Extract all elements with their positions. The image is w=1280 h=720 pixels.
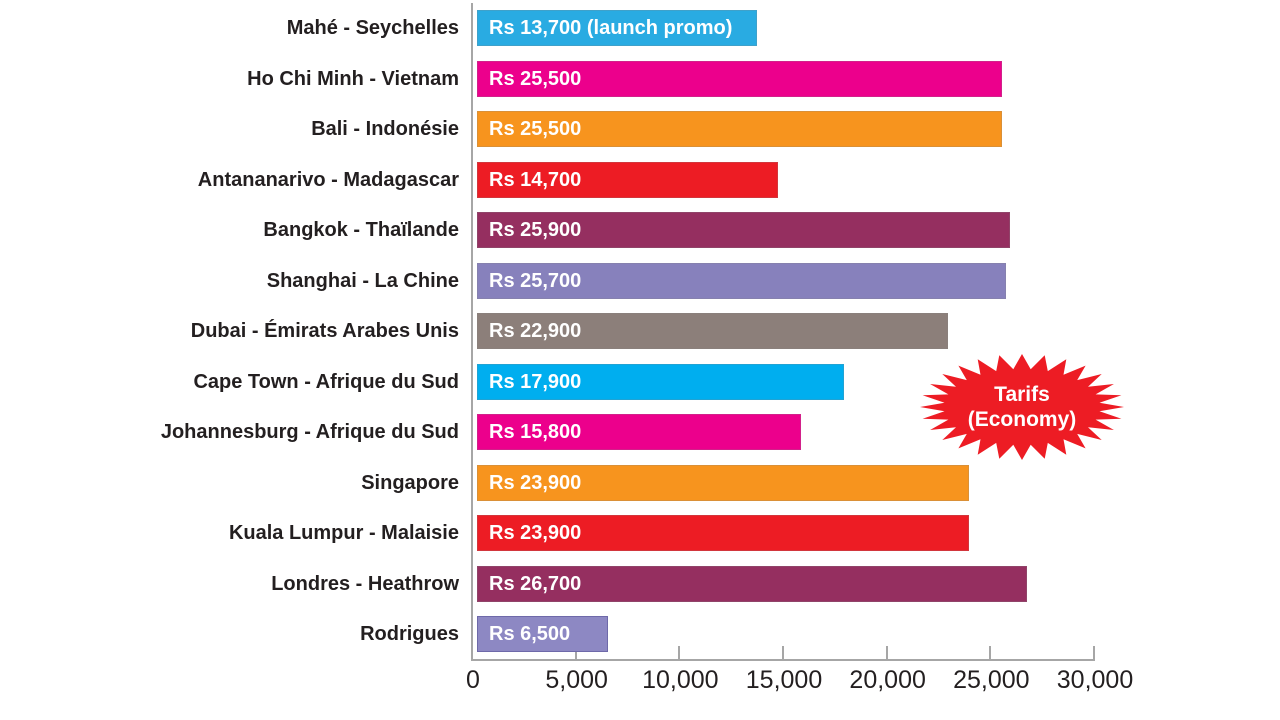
x-tick-mark (574, 646, 577, 659)
tarifs-economy-badge: Tarifs (Economy) (916, 351, 1128, 463)
x-tick-label: 10,000 (642, 666, 719, 694)
bar-value-label: Rs 14,700 (489, 168, 582, 191)
badge-line1: Tarifs (994, 382, 1050, 406)
bar-value-label: Rs 25,500 (489, 118, 582, 140)
category-label: Bali - Indonésie (311, 118, 459, 140)
category-label: Johannesburg - Afrique du Sud (160, 421, 459, 443)
bar: Rs 17,900 (477, 363, 845, 400)
x-tick-mark (989, 646, 992, 659)
starburst-icon (920, 354, 1124, 460)
x-tick-label: 30,000 (1056, 666, 1134, 694)
bar: Rs 14,700 (477, 161, 778, 198)
chart-row: Singapore Rs 23,900 (0, 458, 1280, 509)
chart-row: Bangkok - Thaïlande Rs 25,900 (0, 205, 1280, 256)
category-label: Londres - Heathrow (271, 572, 459, 595)
bar-value-label: Rs 6,500 (489, 623, 571, 645)
chart-row: Rodrigues Rs 6,500 (0, 609, 1280, 660)
x-tick-label: 20,000 (849, 666, 926, 694)
category-label: Antananarivo - Madagascar (197, 168, 459, 191)
bar-value-label: Rs 23,900 (489, 471, 582, 494)
category-label: Ho Chi Minh - Vietnam (247, 67, 459, 90)
chart-row: Bali - Indonésie Rs 25,500 (0, 104, 1280, 155)
category-label: Rodrigues (360, 623, 459, 645)
category-label: Mahé - Seychelles (286, 17, 459, 39)
x-tick-label: 25,000 (953, 666, 1030, 694)
x-tick-label: 0 (466, 666, 480, 694)
badge-text: Tarifs (Economy) (916, 351, 1128, 463)
bar-value-label: Rs 25,500 (489, 67, 582, 90)
bar-value-label: Rs 22,900 (489, 320, 582, 342)
bar: Rs 23,900 (477, 464, 969, 501)
bar-value-label: Rs 23,900 (489, 522, 582, 544)
x-tick-label: 15,000 (745, 666, 823, 694)
bar: Rs 26,700 (477, 565, 1027, 602)
x-tick-mark (782, 646, 784, 659)
bar-value-label: Rs 17,900 (489, 370, 582, 393)
chart-row: Cape Town - Afrique du Sud Rs 17,900 (0, 357, 1280, 408)
chart-row: Shanghai - La Chine Rs 25,700 (0, 256, 1280, 307)
bar: Rs 15,800 (477, 414, 801, 450)
bar: Rs 22,900 (477, 313, 948, 349)
bar: Rs 23,900 (477, 515, 969, 551)
chart-row: Londres - Heathrow Rs 26,700 (0, 559, 1280, 610)
category-label: Shanghai - La Chine (266, 269, 459, 292)
bar: Rs 13,700 (launch promo) (477, 10, 758, 46)
category-label: Bangkok - Thaïlande (263, 219, 459, 241)
plot-area (471, 3, 1095, 661)
chart-row: Ho Chi Minh - Vietnam Rs 25,500 (0, 54, 1280, 105)
category-label: Dubai - Émirats Arabes Unis (190, 320, 459, 342)
bar-value-label: Rs 26,700 (489, 572, 582, 595)
badge-line2: (Economy) (967, 408, 1077, 431)
x-tick-mark (678, 646, 681, 659)
x-tick-label: 5,000 (545, 666, 608, 694)
bar-value-label: Rs 13,700 (launch promo) (489, 17, 733, 39)
bar-value-label: Rs 25,900 (489, 219, 582, 241)
chart-row: Dubai - Émirats Arabes Unis Rs 22,900 (0, 306, 1280, 357)
chart-row: Antananarivo - Madagascar Rs 14,700 (0, 155, 1280, 206)
bar: Rs 25,500 (477, 60, 1002, 97)
bar: Rs 25,700 (477, 262, 1006, 299)
x-tick-mark (1093, 646, 1095, 659)
bar-value-label: Rs 15,800 (489, 421, 582, 443)
chart-row: Kuala Lumpur - Malaisie Rs 23,900 (0, 508, 1280, 559)
chart-row: Johannesburg - Afrique du Sud Rs 15,800 (0, 407, 1280, 458)
bar: Rs 6,500 (477, 616, 608, 652)
bar-value-label: Rs 25,700 (489, 269, 582, 292)
category-label: Kuala Lumpur - Malaisie (228, 522, 459, 544)
category-label: Singapore (361, 471, 459, 494)
bar: Rs 25,500 (477, 111, 1002, 147)
x-tick-mark (885, 646, 888, 659)
chart-row: Mahé - Seychelles Rs 13,700 (launch promo… (0, 3, 1280, 54)
category-label: Cape Town - Afrique du Sud (193, 370, 459, 393)
bar: Rs 25,900 (477, 212, 1010, 248)
